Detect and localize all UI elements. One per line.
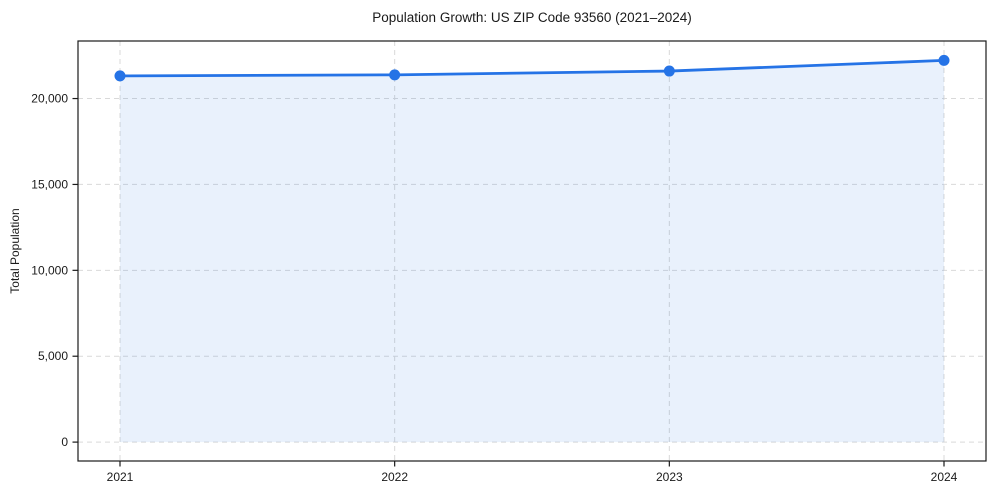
data-point (114, 70, 126, 82)
chart-title: Population Growth: US ZIP Code 93560 (20… (372, 10, 691, 25)
y-tick-label: 10,000 (31, 263, 68, 277)
y-axis-title: Total Population (8, 208, 22, 293)
data-line (118, 59, 946, 78)
plot-area: 2021 2022 2023 2024 0 5,000 10,000 15,000 20,000 (31, 40, 987, 484)
data-point (938, 54, 950, 66)
x-tick-label: 2021 (107, 470, 134, 484)
data-point (663, 65, 675, 77)
data-point (389, 69, 401, 81)
y-tick-label: 5,000 (38, 349, 68, 363)
axes-frame (77, 40, 987, 462)
x-tick-label: 2022 (381, 470, 408, 484)
y-tick-label: 15,000 (31, 177, 68, 191)
x-tick-label: 2024 (931, 470, 958, 484)
x-tick-label: 2023 (656, 470, 683, 484)
y-tick-label: 0 (61, 435, 68, 449)
plot-background (78, 41, 986, 461)
y-tick-label: 20,000 (31, 92, 68, 106)
area-fill (120, 60, 944, 443)
